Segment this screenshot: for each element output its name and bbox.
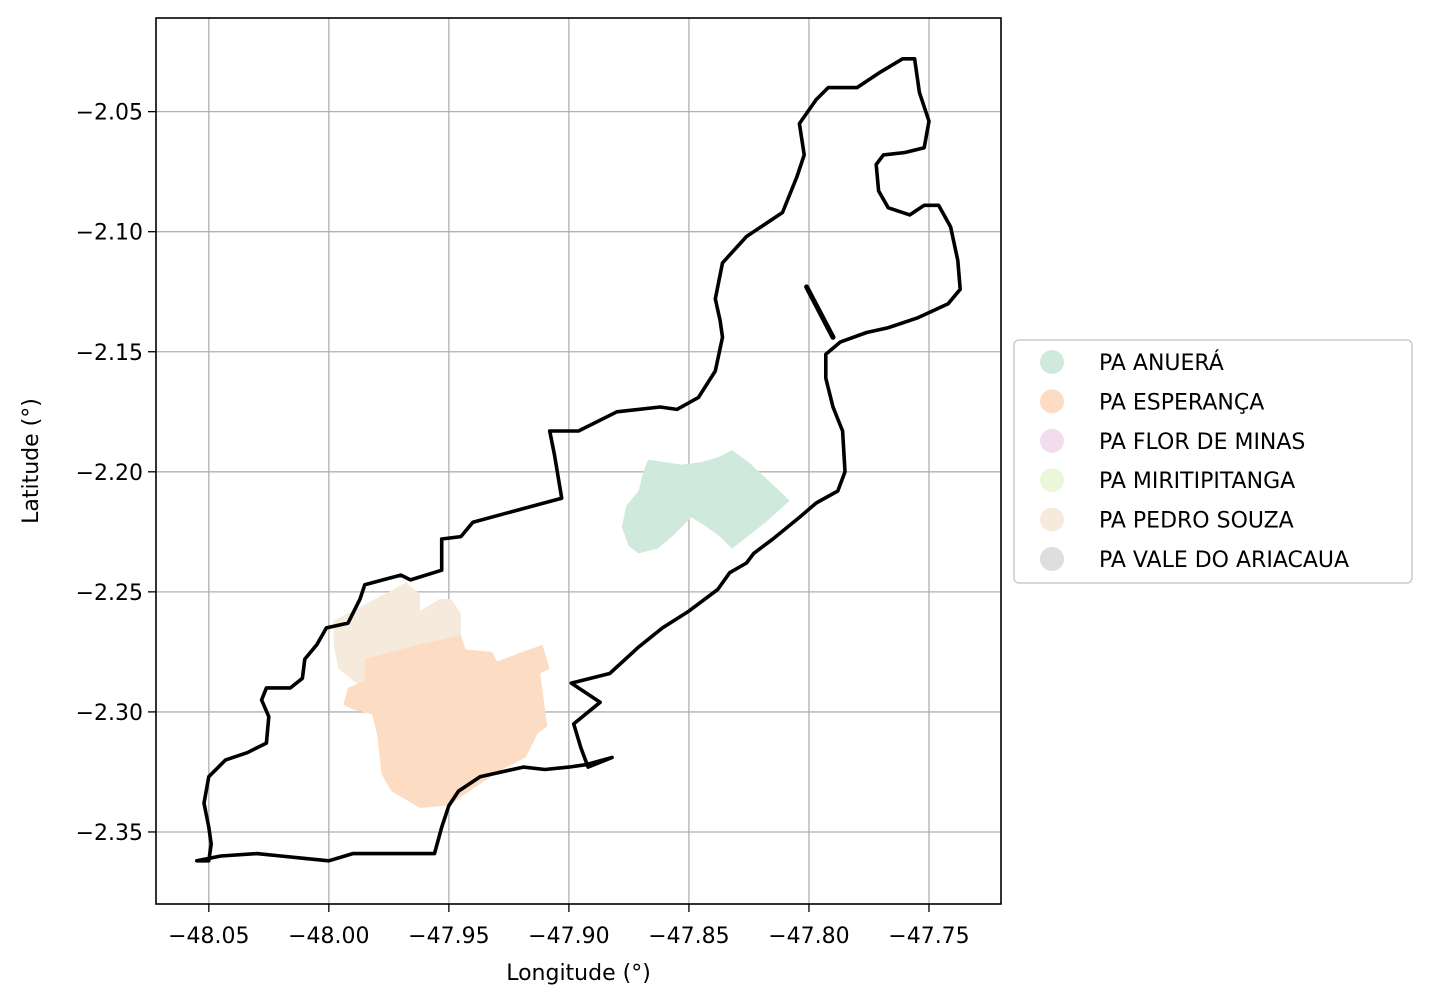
y-tick-label: −2.15 (76, 341, 143, 366)
x-tick-label: −47.75 (888, 924, 969, 949)
y-axis-label: Latitude (°) (19, 398, 44, 524)
legend-marker (1040, 507, 1064, 532)
y-tick-label: −2.10 (76, 221, 143, 246)
legend-entry-label: PA VALE DO ARIACAUA (1099, 548, 1349, 573)
x-tick-label: −47.95 (408, 924, 489, 949)
x-tick-label: −48.05 (168, 924, 249, 949)
x-tick-label: −48.00 (288, 924, 369, 949)
legend-entry-label: PA PEDRO SOUZA (1099, 509, 1294, 534)
region-pa-anuer- (621, 450, 790, 554)
boundary-outline (195, 56, 963, 863)
x-tick-label: −47.85 (648, 924, 729, 949)
legend: PA ANUERÁ PA ESPERANÇA PA FLOR DE MINAS PA … (1013, 339, 1413, 584)
x-axis-ticks: −48.05 −48.00 −47.95 −47.90 −47.85 −47.80 −47.… (168, 904, 970, 949)
legend-entry-label: PA MIRITIPITANGA (1099, 469, 1295, 494)
y-tick-label: −2.05 (76, 101, 143, 126)
grid-lines (156, 18, 1001, 904)
y-tick-label: −2.25 (76, 581, 143, 606)
x-tick-label: −47.80 (768, 924, 849, 949)
legend-entry-label: PA ANUERÁ (1099, 350, 1224, 376)
boundary-spur (804, 284, 836, 340)
y-axis-ticks: −2.05 −2.10 −2.15 −2.20 −2.25 −2.30 −2.35 (76, 101, 156, 846)
region-pa-esperan-a (343, 635, 550, 808)
legend-marker (1040, 428, 1064, 453)
legend-marker (1040, 547, 1064, 571)
x-tick-label: −47.90 (528, 924, 609, 949)
legend-marker (1040, 468, 1064, 493)
settlement-areas (333, 450, 790, 808)
municipality-boundary (195, 56, 963, 863)
legend-marker (1040, 389, 1064, 414)
legend-entry-label: PA ESPERANÇA (1099, 390, 1264, 415)
legend-marker (1040, 350, 1064, 374)
legend-box (1013, 339, 1413, 584)
plot-frame (155, 17, 1002, 905)
y-tick-label: −2.30 (76, 701, 143, 726)
y-tick-label: −2.35 (76, 821, 143, 846)
legend-entry-label: PA FLOR DE MINAS (1099, 430, 1305, 455)
y-tick-label: −2.20 (76, 461, 143, 486)
x-axis-label: Longitude (°) (506, 961, 651, 986)
